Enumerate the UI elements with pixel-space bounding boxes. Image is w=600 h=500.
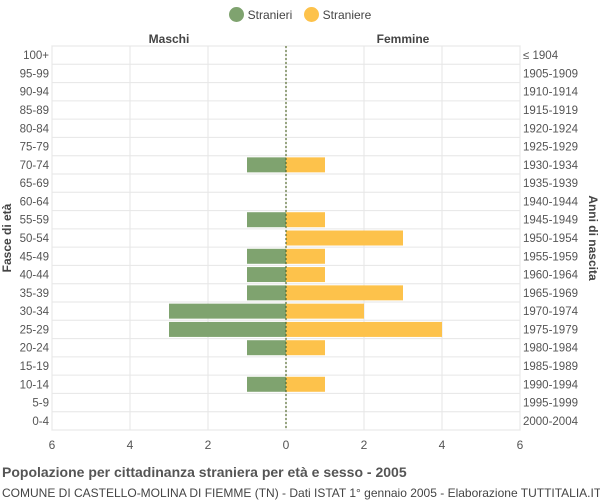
birth-year-label: 1970-1974	[523, 306, 579, 318]
legend-label-females: Straniere	[322, 7, 372, 22]
age-group-label: 25-29	[20, 324, 49, 336]
legend-label-males: Stranieri	[247, 7, 293, 22]
x-tick-label: 4	[127, 438, 134, 452]
bar-male	[247, 267, 286, 283]
birth-year-label: 1950-1954	[523, 233, 579, 245]
birth-year-label: 2000-2004	[523, 416, 579, 428]
x-tick-label: 4	[439, 438, 446, 452]
legend-item-females: Straniere	[303, 7, 372, 22]
legend-swatch-females	[303, 7, 319, 22]
bar-female	[286, 267, 325, 283]
birth-year-label: 1960-1964	[523, 270, 579, 282]
age-group-label: 20-24	[20, 343, 50, 355]
birth-year-label: 1990-1994	[523, 379, 579, 391]
birth-year-label: 1985-1989	[523, 361, 578, 373]
x-tick-label: 6	[517, 438, 524, 452]
birth-year-label: 1980-1984	[523, 343, 579, 355]
population-pyramid-chart: Maschi Femmine 100+ ≤ 1904 95-99 1905-1909 90-…	[0, 32, 600, 452]
birth-year-label: 1910-1914	[523, 87, 579, 99]
bar-male	[169, 321, 286, 337]
chart-subtitle: COMUNE DI CASTELLO-MOLINA DI FIEMME (TN)…	[2, 486, 600, 500]
birth-year-label: 1935-1939	[523, 178, 578, 190]
bar-male	[247, 340, 286, 356]
y-axis-title-right: Anni di nascita	[586, 195, 600, 281]
age-group-label: 35-39	[20, 288, 49, 300]
age-group-label: 60-64	[20, 196, 50, 208]
x-tick-label: 6	[49, 438, 56, 452]
age-group-label: 10-14	[20, 379, 50, 391]
birth-year-label: 1920-1924	[523, 123, 579, 135]
birth-year-label: 1925-1929	[523, 142, 578, 154]
x-tick-label: 2	[361, 438, 368, 452]
age-group-label: 40-44	[20, 270, 50, 282]
age-group-label: 15-19	[20, 361, 49, 373]
age-group-label: 55-59	[20, 215, 49, 227]
bar-male	[247, 157, 286, 173]
x-tick-label: 0	[283, 438, 290, 452]
age-group-label: 95-99	[20, 68, 49, 80]
age-group-label: 85-89	[20, 105, 49, 117]
chart-title: Popolazione per cittadinanza straniera p…	[2, 464, 407, 480]
bar-female	[286, 376, 325, 392]
age-group-label: 45-49	[20, 251, 49, 263]
age-group-label: 100+	[23, 50, 49, 62]
bar-male	[169, 303, 286, 319]
bar-female	[286, 230, 403, 246]
legend-item-males: Stranieri	[228, 7, 293, 22]
age-group-label: 90-94	[20, 87, 50, 99]
bar-male	[247, 376, 286, 392]
bar-male	[247, 212, 286, 228]
age-group-label: 80-84	[20, 123, 50, 135]
age-group-label: 70-74	[20, 160, 50, 172]
age-group-label: 30-34	[20, 306, 50, 318]
birth-year-label: 1955-1959	[523, 251, 578, 263]
birth-year-label: 1940-1944	[523, 196, 579, 208]
bar-female	[286, 212, 325, 228]
birth-year-label: ≤ 1904	[523, 50, 559, 62]
age-group-label: 50-54	[20, 233, 50, 245]
bar-male	[247, 248, 286, 264]
legend-swatch-males	[228, 7, 244, 22]
birth-year-label: 1975-1979	[523, 324, 578, 336]
birth-year-label: 1905-1909	[523, 68, 578, 80]
x-tick-label: 2	[205, 438, 212, 452]
birth-year-label: 1915-1919	[523, 105, 578, 117]
age-group-label: 75-79	[20, 142, 49, 154]
bar-male	[247, 285, 286, 301]
bar-female	[286, 285, 403, 301]
right-header: Femmine	[377, 32, 430, 46]
bar-female	[286, 340, 325, 356]
birth-year-label: 1995-1999	[523, 398, 578, 410]
bar-female	[286, 303, 364, 319]
legend: Stranieri Straniere	[0, 7, 600, 25]
bar-female	[286, 321, 442, 337]
left-header: Maschi	[149, 32, 190, 46]
bar-female	[286, 248, 325, 264]
birth-year-label: 1965-1969	[523, 288, 578, 300]
age-group-label: 5-9	[32, 398, 49, 410]
age-group-label: 0-4	[32, 416, 49, 428]
y-axis-title-left: Fasce di età	[0, 203, 14, 272]
birth-year-label: 1930-1934	[523, 160, 579, 172]
age-group-label: 65-69	[20, 178, 49, 190]
bar-female	[286, 157, 325, 173]
birth-year-label: 1945-1949	[523, 215, 578, 227]
